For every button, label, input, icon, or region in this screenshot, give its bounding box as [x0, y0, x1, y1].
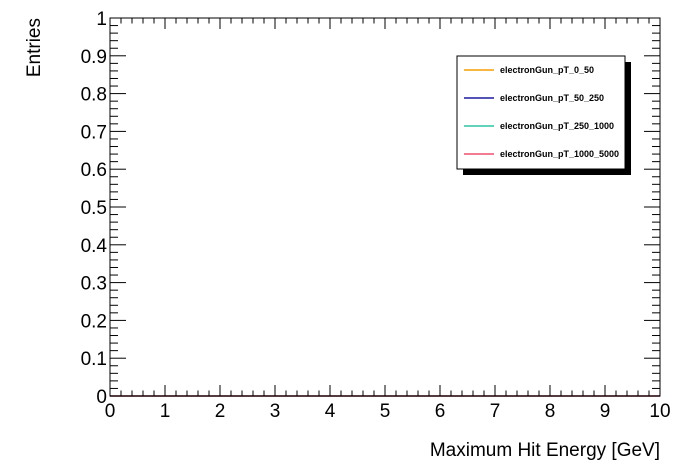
- y-tick-label: 0: [96, 387, 107, 408]
- x-axis-title: Maximum Hit Energy [GeV]: [430, 440, 660, 461]
- legend: electronGun_pT_0_50 electronGun_pT_50_250…: [456, 55, 631, 175]
- y-tick-label: 0.1: [81, 349, 107, 370]
- x-tick-label: 1: [160, 401, 171, 422]
- x-tick-label: 7: [490, 401, 501, 422]
- y-tick-label: 0.5: [81, 198, 107, 219]
- y-axis-title: Entries: [24, 18, 45, 77]
- y-tick-labels: 0 0.1 0.2 0.3 0.4 0.5 0.6 0.7 0.8 0.9 1: [81, 9, 108, 408]
- y-tick-label: 0.4: [81, 236, 108, 257]
- y-tick-label: 0.6: [81, 160, 107, 181]
- y-tick-label: 0.2: [81, 311, 107, 332]
- x-tick-label: 0: [105, 401, 116, 422]
- legend-label: electronGun_pT_50_250: [500, 93, 604, 103]
- plot-frame: [109, 17, 661, 397]
- x-tick-label: 6: [435, 401, 446, 422]
- x-tick-label: 2: [215, 401, 226, 422]
- y-tick-label: 0.8: [81, 85, 107, 106]
- x-tick-label: 10: [649, 401, 670, 422]
- y-tick-label: 0.3: [81, 274, 107, 295]
- legend-label: electronGun_pT_0_50: [500, 65, 594, 75]
- x-tick-label: 4: [325, 401, 336, 422]
- y-tick-label: 1: [96, 9, 107, 30]
- legend-box: [456, 55, 626, 170]
- legend-label: electronGun_pT_250_1000: [500, 121, 614, 131]
- y-tick-label: 0.9: [81, 47, 107, 68]
- x-tick-label: 5: [380, 401, 391, 422]
- ticks-layer: [109, 17, 661, 397]
- legend-label: electronGun_pT_1000_5000: [500, 149, 619, 159]
- x-tick-label: 9: [600, 401, 611, 422]
- x-tick-label: 8: [545, 401, 556, 422]
- legend-entries: electronGun_pT_0_50 electronGun_pT_50_250…: [464, 65, 619, 159]
- x-tick-labels: 0 1 2 3 4 5 6 7 8 9 10: [105, 401, 671, 422]
- y-tick-label: 0.7: [81, 122, 107, 143]
- x-tick-label: 3: [270, 401, 281, 422]
